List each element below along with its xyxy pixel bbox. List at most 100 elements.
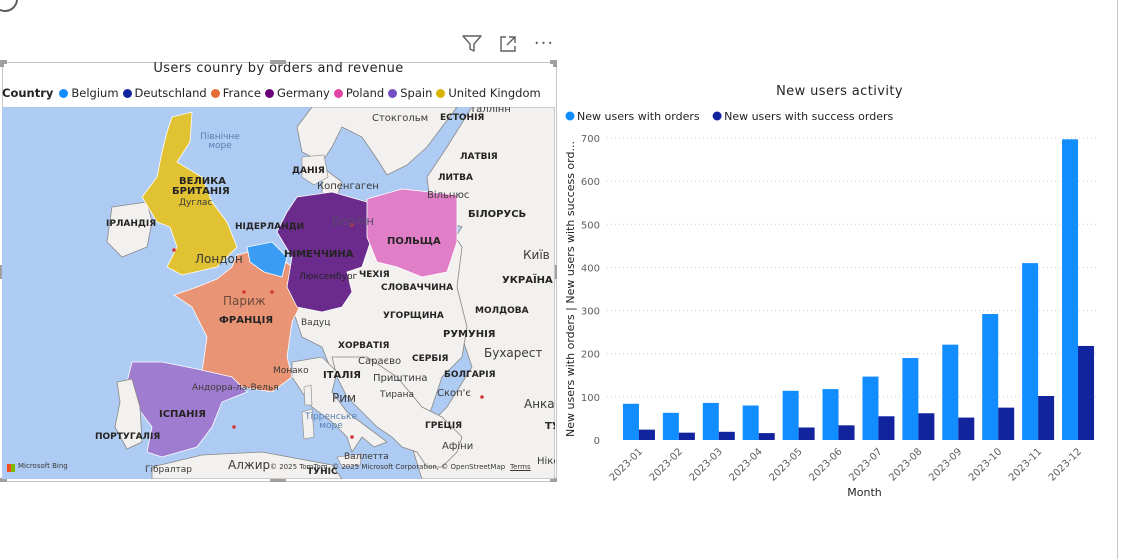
bing-logo-icon [7,464,15,472]
bar-success-orders[interactable] [958,417,975,440]
filter-icon[interactable] [460,32,484,56]
bar-success-orders[interactable] [998,407,1015,440]
legend-item-france[interactable]: France [210,86,261,100]
land-scandinavia [296,107,458,176]
more-options-icon[interactable]: ··· [533,33,555,54]
map-label-copenhagen: Копенгаген [317,181,379,192]
legend-label: Germany [276,86,330,100]
legend-item-deutschland[interactable]: Deutschland [122,86,207,100]
bar-success-orders[interactable] [718,431,735,440]
bar-orders[interactable] [742,405,759,440]
map-label-douglas: Дуглас [179,198,213,208]
bar-success-orders[interactable] [838,425,855,440]
map-visual[interactable]: Users counry by orders and revenue Count… [0,60,557,482]
map-label-valletta: Валлетта [344,452,389,462]
legend-title: Country [2,86,54,100]
bar-success-orders[interactable] [638,429,655,440]
map-label-greece: ГРЕЦІЯ [425,421,463,431]
map-label-slovakia: СЛОВАЧЧИНА [381,283,454,293]
bar-success-orders[interactable] [878,416,895,440]
map-label-nicosia: Нікс [537,456,555,467]
map-label-terms[interactable]: Terms [510,463,531,471]
column-chart-visual[interactable]: New users activity New users with orders N… [560,78,1115,508]
legend-label: Belgium [71,86,119,100]
legend-item-germany[interactable]: Germany [264,86,330,100]
legend-item-belgium[interactable]: Belgium [59,86,119,100]
map-label-paris: Париж [223,294,266,308]
land-ireland [106,201,153,258]
map-label-bulgaria: БОЛГАРІЯ [444,370,496,380]
x-tick-label: 2023-03 [688,446,725,483]
resize-handle[interactable] [553,60,557,67]
bar-orders[interactable] [902,358,919,440]
map-canvas[interactable]: Північне море ДАНІЯ Стокгольм ЕСТОНІЯ Таллін… [2,107,555,479]
legend-label-2[interactable]: New users with success orders [724,110,893,123]
page-corner-button[interactable] [0,0,18,12]
resize-handle[interactable] [270,60,286,64]
country-poland [366,188,458,278]
bar-success-orders[interactable] [798,427,815,440]
x-tick-label: 2023-02 [648,446,685,483]
legend-item-united-kingdom[interactable]: United Kingdom [436,86,541,100]
map-label-moldova: МОЛДОВА [475,306,529,316]
map-title: Users counry by orders and revenue [153,61,404,76]
legend-item-spain[interactable]: Spain [388,86,432,100]
land-sardinia [301,408,315,440]
bar-orders[interactable] [1022,263,1039,440]
legend-marker [436,88,446,98]
y-tick-label: 600 [581,177,600,188]
y-tick-label: 100 [581,393,600,404]
bar-orders[interactable] [862,376,879,440]
bar-orders[interactable] [702,402,719,440]
legend-item-poland[interactable]: Poland [333,86,385,100]
map-label-sarajevo: Сараєво [358,356,402,367]
resize-handle[interactable] [553,265,557,279]
bar-success-orders[interactable] [1038,395,1055,440]
x-tick-label: 2023-06 [807,446,844,483]
bar-success-orders[interactable] [1078,345,1095,440]
bar-orders[interactable] [822,389,839,440]
resize-handle[interactable] [270,478,286,482]
city-dot [172,248,176,252]
bar-success-orders[interactable] [758,433,775,440]
x-tick-label: 2023-11 [1007,446,1044,483]
bar-orders[interactable] [982,314,999,440]
map-label-andorra: Андорра-ла-Велья [192,383,279,393]
map-label-poland: ПОЛЬЩА [387,236,441,247]
bar-orders[interactable] [782,390,799,440]
y-tick-label: 700 [581,134,600,145]
resize-handle[interactable] [550,478,557,482]
chart-title: New users activity [776,84,903,99]
map-label-tyrrhenian: Тірренське море [304,412,358,432]
map-label-pristina: Приштина [373,373,428,384]
map-label-serbia: СЕРБІЯ [412,354,449,364]
map-label-tu: ТУ [545,421,555,432]
bar-orders[interactable] [662,412,679,440]
map-label-ukraine: УКРАЇНА [502,275,553,286]
bar-success-orders[interactable] [918,413,935,440]
legend-label: Poland [345,86,385,100]
city-dot [242,290,246,294]
legend-label: Spain [400,86,433,100]
bar-success-orders[interactable] [678,432,695,440]
map-label-croatia: ХОРВАТІЯ [338,341,390,351]
x-tick-label: 2023-08 [887,446,924,483]
map-label-czechia: ЧЕХІЯ [359,270,390,280]
legend-label: United Kingdom [448,86,541,100]
map-label-italy: ІТАЛІЯ [323,370,362,381]
map-legend: Country Belgium Deutschland France Germany P… [2,86,545,100]
y-tick-label: 500 [581,220,600,231]
x-tick-label: 2023-09 [927,446,964,483]
legend-label-1[interactable]: New users with orders [577,110,700,123]
focus-mode-icon[interactable] [496,32,520,56]
map-label-bucharest: Бухарест [484,346,543,360]
bar-orders[interactable] [1062,139,1079,440]
map-label-copyright[interactable]: © 2025 TomTom, © 2025 Microsoft Corporat… [270,463,506,471]
resize-handle[interactable] [0,478,7,482]
bar-orders[interactable] [622,403,639,440]
bar-orders[interactable] [942,344,959,440]
legend-marker [59,88,69,98]
land-corsica [303,384,313,406]
legend-marker [264,88,274,98]
resize-handle[interactable] [0,60,4,67]
